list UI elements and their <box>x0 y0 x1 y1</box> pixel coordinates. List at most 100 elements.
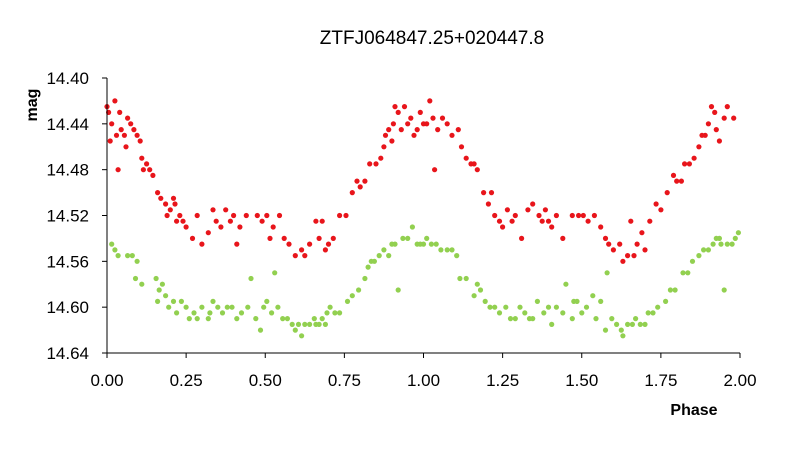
data-point <box>205 230 211 236</box>
data-point <box>606 241 612 247</box>
data-point <box>604 270 610 276</box>
data-point <box>525 207 531 213</box>
data-point <box>735 230 742 236</box>
data-point <box>376 253 382 259</box>
data-point <box>344 298 351 304</box>
data-point <box>229 304 235 310</box>
data-point <box>439 115 446 121</box>
y-tick-label: 14.44 <box>46 115 89 134</box>
data-point <box>284 316 290 322</box>
data-point <box>602 235 609 241</box>
data-point <box>471 161 477 167</box>
data-point <box>237 224 243 230</box>
x-tick-label: 0.25 <box>170 371 203 390</box>
data-point <box>696 144 702 150</box>
data-point <box>512 316 518 322</box>
data-point <box>264 298 270 304</box>
data-point <box>163 293 169 299</box>
data-point <box>215 304 221 310</box>
data-point <box>485 201 491 207</box>
data-point <box>634 241 640 247</box>
data-point <box>194 316 200 322</box>
data-point <box>295 321 302 327</box>
data-point <box>712 109 718 115</box>
data-point <box>332 310 338 316</box>
data-point <box>280 316 286 322</box>
data-point <box>386 127 392 133</box>
data-point <box>545 218 552 224</box>
data-point <box>223 207 229 213</box>
data-point <box>539 218 545 224</box>
data-point <box>405 235 411 241</box>
data-point <box>395 109 401 115</box>
data-point <box>170 298 177 304</box>
data-point <box>713 127 719 133</box>
data-point <box>705 247 712 253</box>
data-point <box>139 281 145 287</box>
data-point <box>137 138 143 144</box>
data-point <box>164 212 170 219</box>
data-point <box>503 304 509 310</box>
data-point <box>645 310 651 316</box>
data-point <box>430 115 436 121</box>
data-point <box>174 310 180 316</box>
data-point <box>299 333 305 339</box>
data-point <box>519 235 525 241</box>
data-point <box>292 253 298 259</box>
data-point <box>492 212 498 219</box>
data-point <box>642 321 648 327</box>
data-point <box>417 109 423 115</box>
data-point <box>109 121 115 127</box>
data-point <box>170 195 177 201</box>
data-point <box>311 316 317 322</box>
data-point <box>316 235 322 241</box>
data-point <box>322 247 328 253</box>
data-point <box>319 316 325 322</box>
data-point <box>281 235 287 241</box>
data-point <box>253 316 259 322</box>
data-point <box>530 316 536 322</box>
chart-title: ZTFJ064847.25+020447.8 <box>320 28 544 49</box>
y-tick-label: 14.52 <box>46 207 89 226</box>
data-point <box>395 287 401 293</box>
data-point <box>507 316 514 322</box>
data-point <box>324 310 330 316</box>
data-point <box>264 212 270 219</box>
x-tick-label: 2.00 <box>723 371 756 390</box>
data-point <box>245 304 251 310</box>
data-point <box>560 310 566 316</box>
data-point <box>463 155 469 161</box>
data-point <box>583 304 590 310</box>
data-point <box>337 212 343 219</box>
data-point <box>123 144 129 150</box>
data-point <box>199 241 205 247</box>
data-point <box>191 310 197 316</box>
data-point <box>357 184 363 190</box>
data-point <box>183 304 189 310</box>
data-point <box>234 241 240 247</box>
data-point <box>549 321 555 327</box>
data-point <box>134 258 140 264</box>
data-point <box>411 132 417 138</box>
data-point <box>509 218 515 224</box>
data-point <box>414 127 420 133</box>
data-point <box>481 190 487 196</box>
data-point <box>674 178 680 184</box>
data-point <box>625 253 631 259</box>
data-point <box>378 155 384 161</box>
data-point <box>618 327 624 333</box>
data-point <box>629 321 636 327</box>
data-point <box>701 247 707 253</box>
data-point <box>602 327 609 333</box>
data-point <box>680 270 686 276</box>
data-point <box>121 132 127 138</box>
data-point <box>628 218 634 224</box>
data-point <box>389 138 395 144</box>
data-point <box>381 144 387 150</box>
data-point <box>620 333 626 339</box>
data-point <box>731 115 737 121</box>
data-point <box>408 115 414 121</box>
data-point <box>129 253 135 259</box>
data-point <box>115 253 121 259</box>
data-point <box>496 310 503 316</box>
